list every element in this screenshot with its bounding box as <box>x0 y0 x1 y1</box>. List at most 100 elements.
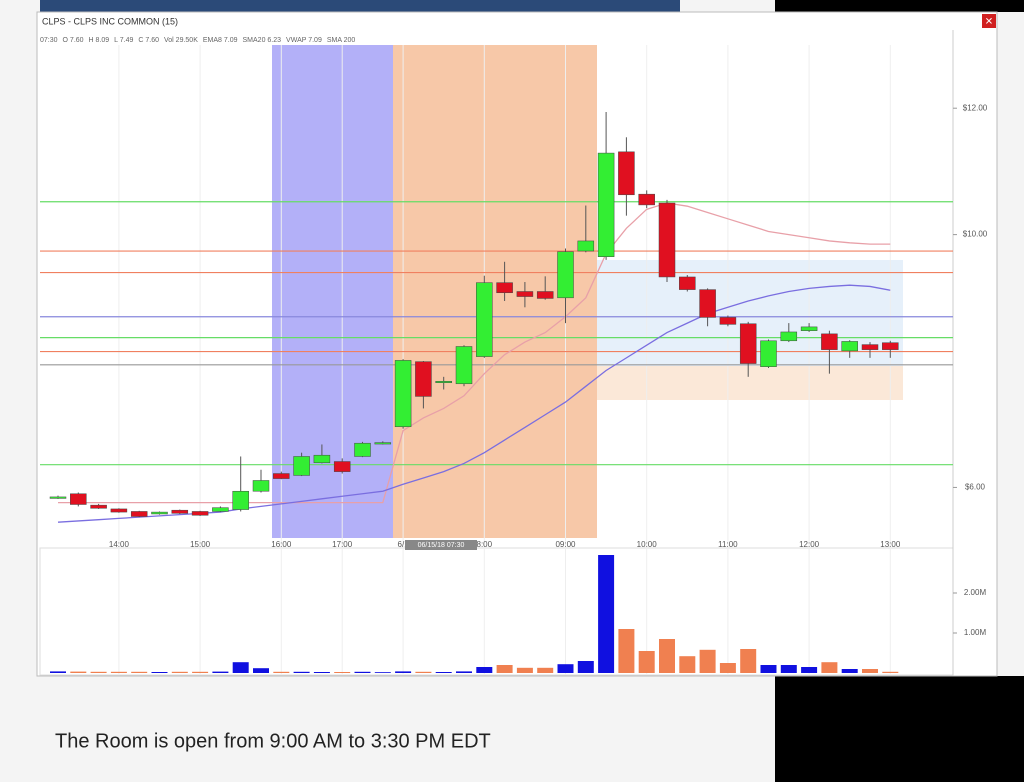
candle-body <box>313 454 331 464</box>
candle-body <box>882 342 899 350</box>
volume-bar <box>50 671 66 673</box>
x-tick-label: 16:00 <box>271 540 292 549</box>
volume-bar <box>253 668 269 673</box>
volume-bar <box>882 671 899 673</box>
background-black <box>775 676 1024 782</box>
candle-body <box>394 360 412 428</box>
x-tick-label: 09:00 <box>555 540 576 549</box>
candle-body <box>293 456 310 476</box>
volume-bar <box>273 671 290 673</box>
volume-bar <box>821 662 838 673</box>
x-tick-label: 8:00 <box>477 540 493 549</box>
close-button[interactable] <box>982 14 996 28</box>
volume-bar <box>354 671 371 673</box>
info-item: 07:30 <box>40 37 58 44</box>
close-icon: ✕ <box>985 17 993 28</box>
volume-bar <box>638 651 655 673</box>
candle-body <box>110 508 128 513</box>
candle-body <box>780 331 798 342</box>
info-item: Vol 29.50K <box>164 37 198 44</box>
x-tick-label: 15:00 <box>190 540 211 549</box>
volume-bar <box>334 672 351 673</box>
volume-bar <box>131 671 148 673</box>
y-tick-label: $6.00 <box>965 483 986 492</box>
volume-bar <box>496 665 513 673</box>
volume-bar <box>801 667 818 673</box>
x-tick-label: 12:00 <box>799 540 820 549</box>
candle-body <box>638 193 655 206</box>
y-tick-label: $12.00 <box>963 103 988 112</box>
volume-bar <box>679 656 696 673</box>
info-item: O 7.60 <box>63 37 84 44</box>
candle-body <box>679 276 696 290</box>
volume-bar <box>780 665 797 673</box>
volume-bar <box>699 649 716 673</box>
x-tick-label: 6/1 <box>398 540 410 549</box>
x-tick-label: 11:00 <box>718 540 738 549</box>
tooltip: 06/15/18 07:30 <box>418 542 465 549</box>
volume-bar <box>212 671 229 673</box>
y-tick-label: $10.00 <box>963 230 988 239</box>
candle-body <box>841 341 858 352</box>
candle-body <box>861 344 879 350</box>
candle-body <box>171 509 189 514</box>
candle-body <box>232 490 249 510</box>
candle-body <box>536 291 554 299</box>
background-black <box>775 0 1024 12</box>
volume-bar <box>577 661 594 673</box>
candle-body <box>333 461 351 472</box>
info-item: H 8.09 <box>89 37 110 44</box>
y-tick-label: 2.00M <box>964 588 987 597</box>
range-shade <box>597 366 903 400</box>
session-shade <box>272 45 393 538</box>
volume-bar <box>598 555 615 673</box>
volume-bar <box>90 671 107 673</box>
candle-body <box>821 333 838 350</box>
volume-bar <box>537 667 554 673</box>
candle-body <box>760 340 777 367</box>
info-item: EMA8 7.09 <box>203 37 238 44</box>
volume-bar <box>395 671 412 673</box>
x-tick-label: 10:00 <box>637 540 658 549</box>
caption: The Room is open from 9:00 AM to 3:30 PM… <box>55 730 491 752</box>
y-tick-label: 1.00M <box>964 628 987 637</box>
indicator-line <box>58 202 891 504</box>
volume-bar <box>192 671 209 673</box>
tooltip-box <box>405 540 477 550</box>
volume-panel <box>39 547 954 676</box>
volume-bar <box>719 663 736 673</box>
volume-bar <box>862 669 878 673</box>
volume-bar <box>171 671 188 673</box>
window-title: CLPS - CLPS INC COMMON (15) <box>42 16 178 26</box>
volume-bar <box>740 649 757 673</box>
candle-body <box>151 511 168 515</box>
candle-body <box>719 317 737 325</box>
volume-bar <box>374 672 391 673</box>
candle-body <box>374 442 392 445</box>
volume-bar <box>760 665 777 673</box>
candle-body <box>130 511 148 517</box>
background-video <box>40 0 680 12</box>
info-item: L 7.49 <box>114 37 133 44</box>
candle-body <box>739 323 757 364</box>
volume-bar <box>618 629 635 673</box>
info-item: C 7.60 <box>138 37 159 44</box>
volume-bar <box>151 672 168 673</box>
x-tick-label: 17:00 <box>332 540 353 549</box>
candle-body <box>435 381 452 384</box>
candle-body <box>699 289 716 318</box>
volume-bar <box>232 662 249 673</box>
candle-body <box>455 346 473 385</box>
candle-body <box>658 202 676 278</box>
info-bar: 07:30 O 7.60 H 8.09 L 7.49 C 7.60 Vol 29.50K E… <box>40 37 355 44</box>
volume-bar <box>435 672 452 673</box>
candle-body <box>191 511 209 516</box>
volume-bar <box>415 671 432 673</box>
candle-body <box>415 361 432 397</box>
x-tick-label: 14:00 <box>109 540 130 549</box>
x-tick-label: 13:00 <box>880 540 901 549</box>
candle-body <box>496 282 513 294</box>
candle-body <box>70 493 87 505</box>
candle-body <box>90 504 107 509</box>
volume-bar <box>476 667 493 673</box>
